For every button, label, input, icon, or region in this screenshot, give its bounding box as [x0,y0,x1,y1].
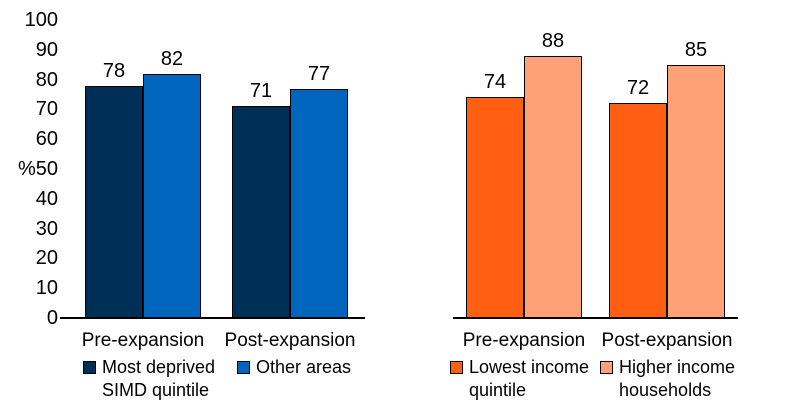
legend-swatch-icon [237,361,250,374]
legend-label: Lowest income quintile [469,356,589,402]
y-tick-label-40: 40 [35,187,58,210]
bar-value-label: 85 [684,39,708,61]
y-tick-label-30: 30 [35,217,58,240]
legend-item-series1: Higher income households [600,356,735,402]
bar-value-label: 71 [249,80,273,102]
x-category-label-post: Post-expansion [601,330,733,351]
x-axis-line [60,317,365,319]
y-tick-label-90: 90 [35,38,58,61]
bar-value-label: 77 [307,63,331,85]
legend-swatch-icon [450,361,463,374]
legend-swatch-icon [600,361,613,374]
x-category-label-pre: Pre-expansion [81,330,205,351]
bar-post-expansion-series0 [609,103,667,318]
legend-label-line: quintile [469,380,527,400]
legend-label-line: households [619,380,712,400]
legend-swatch-icon [83,361,96,374]
chart-income: 74 72 88 85 Pre-expansion Post-expansion Lowes… [395,0,790,415]
x-category-label-pre: Pre-expansion [462,330,586,351]
x-axis-line [453,317,738,319]
legend-label-line: SIMD quintile [102,380,210,400]
legend-label: Most deprived SIMD quintile [102,356,215,402]
y-tick-label-60: 60 [35,128,58,151]
legend-label-line: Higher income [619,357,736,377]
bar-pre-expansion-series1 [143,74,201,318]
chart-deprivation: 100 90 80 70 60 %50 40 30 20 10 0 78 71 82 77 Pre-expan… [17,9,365,402]
legend-label-line: Most deprived [102,357,216,377]
bar-pre-expansion-series1 [524,56,582,318]
bar-value-label: 78 [102,60,126,82]
bar-post-expansion-series0 [232,106,290,318]
legend-item-series0: Lowest income quintile [450,356,589,402]
legend-label: Higher income households [619,356,735,402]
bar-value-label: 88 [541,30,565,52]
legend-item-series0: Most deprived SIMD quintile [83,356,215,402]
bar-value-label: 74 [483,71,507,93]
y-tick-label-50: %50 [17,158,58,180]
bar-pre-expansion-series0 [466,97,524,318]
y-tick-label-20: 20 [35,247,58,270]
bar-pre-expansion-series0 [85,86,143,318]
x-category-label-post: Post-expansion [224,330,356,351]
y-tick-label-0: 0 [46,307,58,329]
legend-label-line: Other areas [256,357,352,377]
y-tick-label-100: 100 [24,9,58,31]
y-tick-label-10: 10 [35,277,58,300]
bar-value-label: 72 [626,77,650,99]
legend-item-series1: Other areas [237,356,351,379]
bar-post-expansion-series1 [290,89,348,318]
bar-value-label: 82 [160,48,184,70]
y-tick-label-80: 80 [35,68,58,91]
legend-label-line: Lowest income [469,357,590,377]
bar-post-expansion-series1 [667,65,725,318]
legend-label: Other areas [256,356,351,379]
y-tick-label-70: 70 [35,98,58,121]
